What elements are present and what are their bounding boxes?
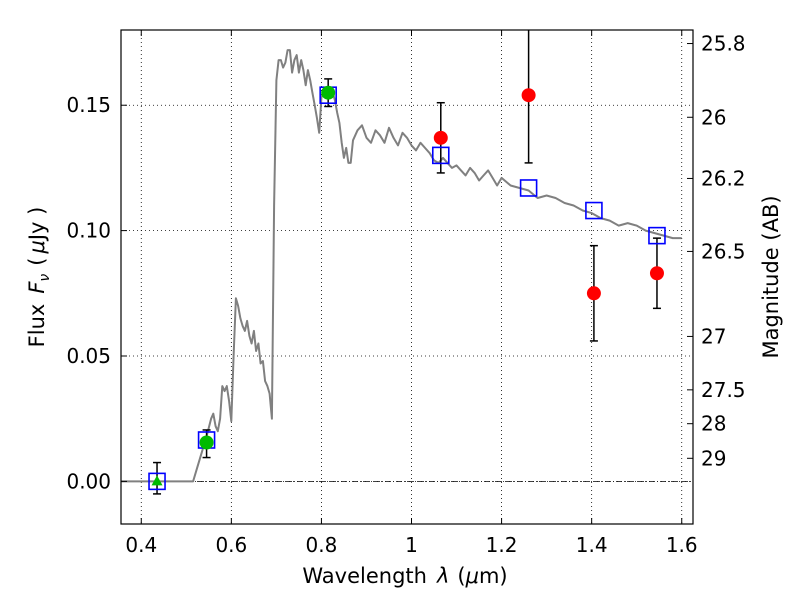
x-axis-label: Wavelength λ (μm) <box>302 564 507 588</box>
magnitude-tick-label: 28 <box>701 412 726 436</box>
magnitude-tick-label: 27.5 <box>701 378 746 402</box>
y-tick-label: 0.00 <box>66 469 111 493</box>
photometry-point <box>321 85 336 100</box>
magnitude-tick-label: 26.5 <box>701 239 746 263</box>
y-axis-label: FluxFν(μJy ) <box>25 207 53 348</box>
upper-limit-triangle <box>151 475 163 486</box>
x-tick-label: 1 <box>405 533 418 557</box>
data-markers-layer <box>148 85 666 491</box>
model-band-square <box>519 179 538 197</box>
x-tick-label: 1.4 <box>576 533 608 557</box>
x-tick-label: 0.6 <box>215 533 247 557</box>
photometry-point <box>433 130 448 145</box>
magnitude-tick-label: 26 <box>701 105 726 129</box>
photometry-point <box>521 88 536 103</box>
magnitude-tick-label: 29 <box>701 446 726 470</box>
x-tick-label: 1.6 <box>666 533 698 557</box>
magnitude-tick-label: 27 <box>701 324 726 348</box>
model-band-square <box>148 472 166 491</box>
plot-frame <box>120 29 694 525</box>
magnitude-axis-label: Magnitude (AB) <box>759 195 783 358</box>
x-ticks: 0.4 0.6 0.8 1 1.2 1.4 1.6 <box>125 30 698 557</box>
photometry-point <box>649 266 664 281</box>
magnitude-tick-label: 26.2 <box>701 166 746 190</box>
magnitude-tick-label: 25.8 <box>701 32 746 56</box>
y-tick-label: 0.10 <box>66 219 111 243</box>
y-tick-label: 0.15 <box>66 93 111 117</box>
photometry-point <box>199 435 214 450</box>
model-band-square <box>431 146 450 165</box>
photometry-point <box>586 286 601 301</box>
x-tick-label: 0.4 <box>125 533 157 557</box>
y-ticks: 0.00 0.05 0.10 0.15 <box>66 93 127 493</box>
y-tick-label: 0.05 <box>66 344 111 368</box>
model-band-square <box>585 201 603 220</box>
x-tick-label: 1.2 <box>486 533 518 557</box>
x-tick-label: 0.8 <box>306 533 338 557</box>
magnitude-ticks: 25.8 26 26.2 26.5 27 27.5 28 29 <box>687 32 746 470</box>
model-band-square <box>648 226 666 245</box>
plot-background <box>121 30 693 524</box>
